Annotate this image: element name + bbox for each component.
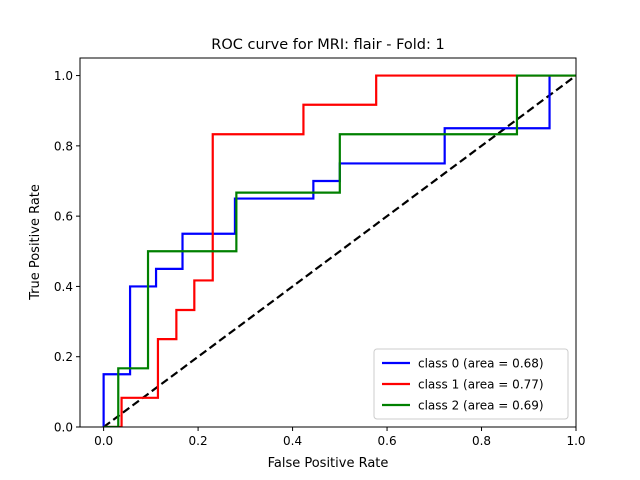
x-tick-label: 0.0 bbox=[94, 434, 113, 448]
x-axis: 0.0 0.2 0.4 0.6 0.8 1.0 bbox=[94, 427, 586, 448]
y-axis: 0.0 0.2 0.4 0.6 0.8 1.0 bbox=[54, 69, 80, 435]
reference-diagonal-line bbox=[102, 74, 576, 427]
legend-label-class-1: class 1 (area = 0.77) bbox=[418, 378, 544, 392]
series-line-class-0 bbox=[102, 75, 551, 427]
chart-title: ROC curve for MRI: flair - Fold: 1 bbox=[211, 37, 444, 53]
series-line-class-1 bbox=[103, 74, 576, 427]
axes-frame bbox=[79, 57, 577, 428]
y-tick-label: 0.6 bbox=[54, 210, 73, 224]
y-axis-label: True Positive Rate bbox=[28, 184, 43, 301]
x-tick-label: 0.2 bbox=[189, 434, 208, 448]
plot-area bbox=[79, 57, 577, 428]
y-tick-label: 1.0 bbox=[54, 69, 73, 83]
legend-label-class-0: class 0 (area = 0.68) bbox=[418, 357, 544, 371]
plot-content bbox=[102, 74, 576, 427]
y-tick-label: 0.0 bbox=[54, 421, 73, 435]
y-tick-label: 0.2 bbox=[54, 350, 73, 364]
legend-box bbox=[373, 348, 569, 420]
y-tick-label: 0.8 bbox=[54, 139, 73, 153]
legend: class 0 (area = 0.68) class 1 (area = 0.7… bbox=[373, 348, 569, 420]
x-tick-label: 0.4 bbox=[283, 434, 302, 448]
x-tick-label: 0.6 bbox=[378, 434, 397, 448]
y-tick-label: 0.4 bbox=[54, 280, 73, 294]
x-tick-label: 0.8 bbox=[472, 434, 491, 448]
series-line-class-2 bbox=[103, 74, 576, 427]
x-axis-label: False Positive Rate bbox=[268, 456, 389, 471]
legend-label-class-2: class 2 (area = 0.69) bbox=[418, 399, 544, 413]
x-tick-label: 1.0 bbox=[566, 434, 585, 448]
